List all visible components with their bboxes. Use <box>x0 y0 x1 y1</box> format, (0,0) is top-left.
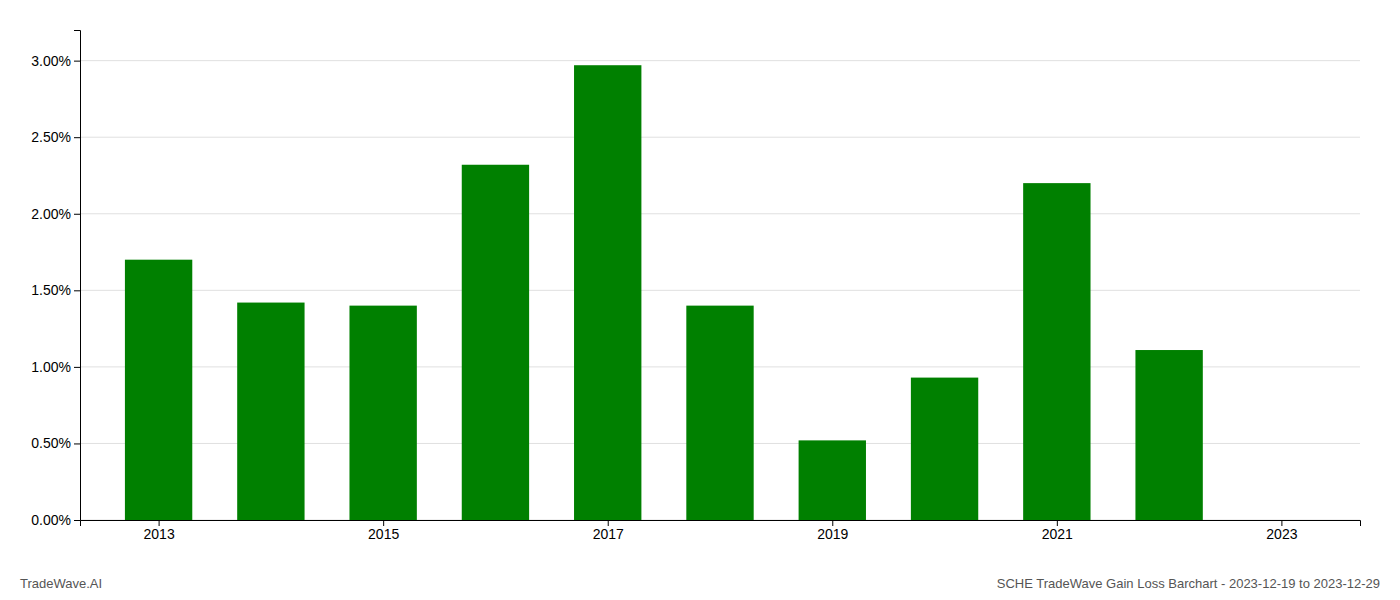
bar <box>911 378 978 520</box>
y-tick-mark <box>74 367 80 368</box>
x-tick: 2017 <box>593 520 624 542</box>
x-tick-label: 2017 <box>593 526 624 542</box>
grid <box>80 61 1360 520</box>
bar <box>462 165 529 520</box>
plot-area: 2013 2015 2017 2019 2021 2023 0.00% 0.50% 1.00% 1… <box>31 31 1360 542</box>
y-tick: 2.50% <box>31 129 80 145</box>
watermark: TradeWave.AI <box>20 576 102 591</box>
grid-line <box>80 137 1360 138</box>
x-tick: 2023 <box>1266 520 1297 542</box>
y-tick-label: 0.00% <box>31 512 71 528</box>
x-tick-label: 2021 <box>1042 526 1073 542</box>
y-tick-mark <box>74 443 80 444</box>
y-tick-label: 2.50% <box>31 129 71 145</box>
y-tick-mark <box>74 520 80 521</box>
title: SCHE TradeWave Gain Loss Barchart - 2023… <box>997 576 1380 591</box>
x-tick-label: 2013 <box>144 526 175 542</box>
y-tick: 1.00% <box>31 359 80 375</box>
x-tick-label: 2019 <box>817 526 848 542</box>
x-axis: 2013 2015 2017 2019 2021 2023 <box>81 520 1361 542</box>
x-tick: 2013 <box>144 520 175 542</box>
bar <box>349 306 416 520</box>
y-tick: 3.00% <box>31 53 80 69</box>
y-tick-mark <box>74 290 80 291</box>
y-axis: 0.00% 0.50% 1.00% 1.50% 2.00% 2.50% 3.00% <box>31 31 80 528</box>
y-tick-mark <box>74 214 80 215</box>
y-tick-label: 1.50% <box>31 282 71 298</box>
bars <box>125 65 1203 520</box>
y-tick-label: 0.50% <box>31 435 71 451</box>
x-tick-label: 2023 <box>1266 526 1297 542</box>
bar <box>574 65 641 520</box>
x-tick-label: 2015 <box>368 526 399 542</box>
bar <box>799 440 866 520</box>
x-tick: 2019 <box>817 520 848 542</box>
y-tick-mark <box>74 137 80 138</box>
grid-line <box>80 290 1360 291</box>
y-axis-line <box>74 31 81 521</box>
y-tick: 1.50% <box>31 282 80 298</box>
x-axis-line <box>81 521 1361 527</box>
y-tick-label: 3.00% <box>31 53 71 69</box>
y-tick-label: 2.00% <box>31 206 71 222</box>
x-tick: 2015 <box>368 520 399 542</box>
grid-line <box>80 213 1360 214</box>
chart: 2013 2015 2017 2019 2021 2023 0.00% 0.50% 1.00% 1… <box>0 0 1400 600</box>
bar <box>1023 183 1090 520</box>
bar <box>125 260 192 520</box>
grid-line <box>80 60 1360 61</box>
y-tick: 2.00% <box>31 206 80 222</box>
x-tick: 2021 <box>1042 520 1073 542</box>
bar <box>237 303 304 520</box>
y-tick: 0.50% <box>31 435 80 451</box>
bar <box>686 306 753 520</box>
y-tick: 0.00% <box>31 512 80 528</box>
y-tick-label: 1.00% <box>31 359 71 375</box>
bar <box>1135 350 1202 520</box>
y-tick-mark <box>74 61 80 62</box>
